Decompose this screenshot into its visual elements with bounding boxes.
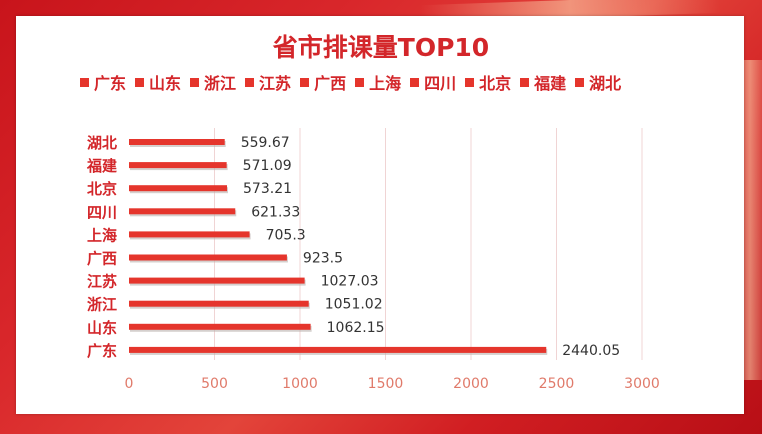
bar [129, 231, 250, 238]
bar [129, 346, 547, 353]
legend-item: 浙江 [190, 70, 236, 94]
legend-item: 上海 [355, 70, 401, 94]
legend-item: 广西 [300, 70, 346, 94]
category-label: 广西 [87, 250, 117, 268]
category-label: 广东 [87, 342, 117, 360]
legend-swatch [80, 77, 89, 87]
bar [129, 254, 287, 261]
legend-swatch [135, 77, 145, 87]
data-label: 2440.05 [562, 343, 620, 359]
data-label: 573.21 [243, 181, 292, 197]
x-tick-label: 500 [201, 376, 228, 392]
legend-label: 广西 [314, 74, 347, 93]
legend-label: 山东 [149, 74, 182, 93]
legend-swatch [520, 77, 530, 87]
legend-swatch [465, 77, 475, 87]
x-tick-label: 1000 [282, 376, 318, 392]
category-label: 四川 [87, 203, 117, 221]
category-label: 北京 [87, 180, 117, 198]
bar [129, 162, 227, 169]
data-label: 705.3 [266, 227, 306, 243]
bar [129, 323, 311, 330]
category-label: 浙江 [87, 296, 117, 314]
chart-legend: 广东 山东 浙江 江苏 广西 上海 四川 北京 福建 湖北 [80, 70, 630, 94]
legend-swatch [575, 77, 585, 87]
legend-item: 四川 [410, 70, 456, 94]
data-label: 621.33 [251, 204, 300, 220]
legend-item: 广东 [80, 70, 126, 94]
legend-item: 湖北 [575, 70, 621, 94]
x-tick-label: 2000 [453, 376, 489, 392]
data-label: 923.5 [303, 251, 343, 267]
category-label: 上海 [87, 226, 117, 244]
legend-swatch [355, 77, 365, 87]
x-tick-label: 0 [125, 376, 134, 392]
legend-swatch [410, 77, 420, 87]
bar [129, 185, 228, 192]
x-tick-label: 1500 [368, 376, 404, 392]
data-label: 559.67 [241, 135, 290, 151]
legend-label: 浙江 [204, 74, 237, 93]
bar [129, 208, 236, 215]
legend-label: 江苏 [259, 74, 292, 93]
x-tick-label: 3000 [624, 376, 660, 392]
data-label: 1062.15 [327, 320, 385, 336]
legend-item: 江苏 [245, 70, 291, 94]
category-label: 江苏 [87, 273, 117, 291]
bar [129, 300, 309, 307]
legend-item: 北京 [465, 70, 511, 94]
x-tick-label: 2500 [539, 376, 575, 392]
legend-item: 福建 [520, 70, 566, 94]
category-label: 山东 [87, 319, 117, 337]
legend-swatch [190, 77, 200, 87]
legend-label: 湖北 [589, 74, 622, 93]
data-label: 1027.03 [321, 274, 379, 290]
chart-title: 省市排课量TOP10 [272, 33, 490, 62]
data-label: 571.09 [243, 158, 292, 174]
category-label: 福建 [86, 157, 118, 175]
legend-label: 四川 [424, 74, 457, 93]
legend-label: 广东 [94, 74, 127, 93]
legend-label: 北京 [479, 74, 512, 93]
data-label: 1051.02 [325, 297, 383, 313]
legend-item: 山东 [135, 70, 181, 94]
bar [129, 277, 305, 284]
category-label: 湖北 [87, 134, 117, 152]
legend-label: 上海 [369, 74, 402, 93]
legend-swatch [245, 77, 255, 87]
legend-label: 福建 [534, 74, 567, 93]
bar [129, 139, 225, 145]
legend-swatch [300, 77, 310, 87]
